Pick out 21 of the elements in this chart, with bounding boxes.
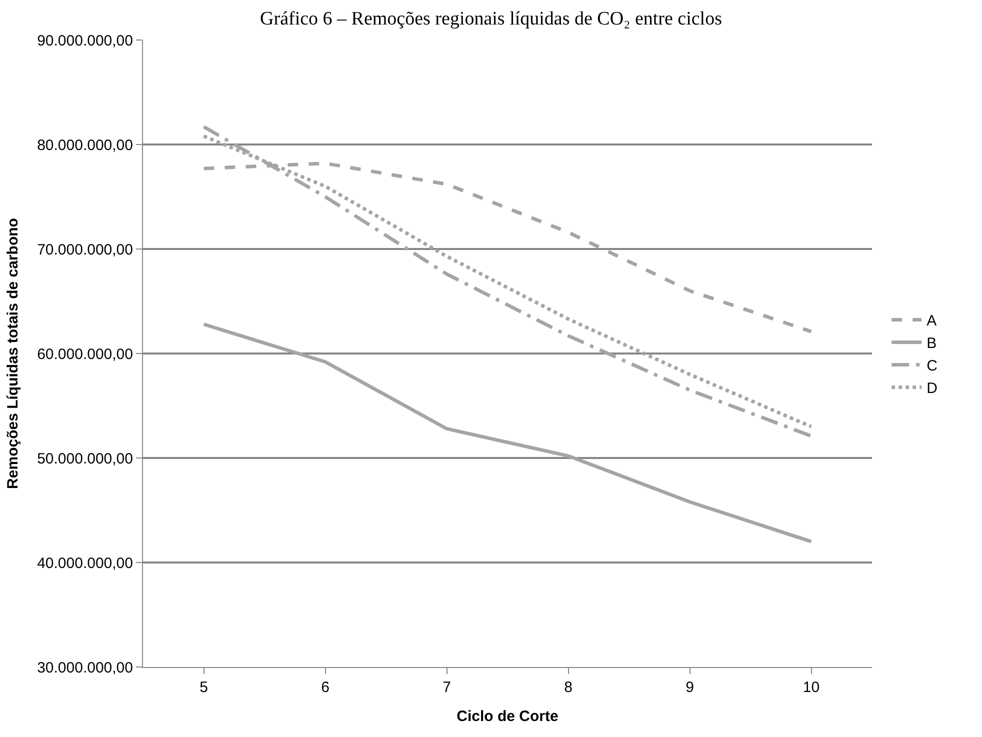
x-tick-label: 6	[321, 679, 330, 696]
y-tick-label: 70.000.000,00	[37, 241, 133, 258]
y-axis-title: Remoções Líquidas totais de carbono	[4, 218, 22, 489]
y-tick-label: 50.000.000,00	[37, 450, 133, 468]
x-tick-label: 8	[564, 679, 572, 696]
x-tick-label: 7	[442, 679, 451, 696]
y-tick-label: 60.000.000,00	[37, 346, 133, 363]
y-tick-label: 40.000.000,00	[37, 554, 133, 572]
y-tick-label: 80.000.000,00	[37, 136, 133, 154]
chart-title: Gráfico 6 – Remoções regionais líquidas de CO₂ entre ciclos	[260, 8, 722, 30]
x-tick-label: 5	[200, 679, 208, 696]
line-series	[202, 322, 813, 544]
y-tick-label: 90.000.000,00	[37, 32, 133, 50]
x-tick-label: 10	[802, 679, 820, 696]
x-tick-label: 9	[686, 679, 694, 696]
legend-label: B	[926, 335, 937, 352]
legend-label: C	[926, 358, 938, 375]
legend-label: D	[926, 380, 938, 398]
legend-label: A	[926, 312, 937, 330]
x-axis-title: Ciclo de Corte	[456, 708, 558, 725]
y-tick-label: 30.000.000,00	[37, 659, 133, 676]
